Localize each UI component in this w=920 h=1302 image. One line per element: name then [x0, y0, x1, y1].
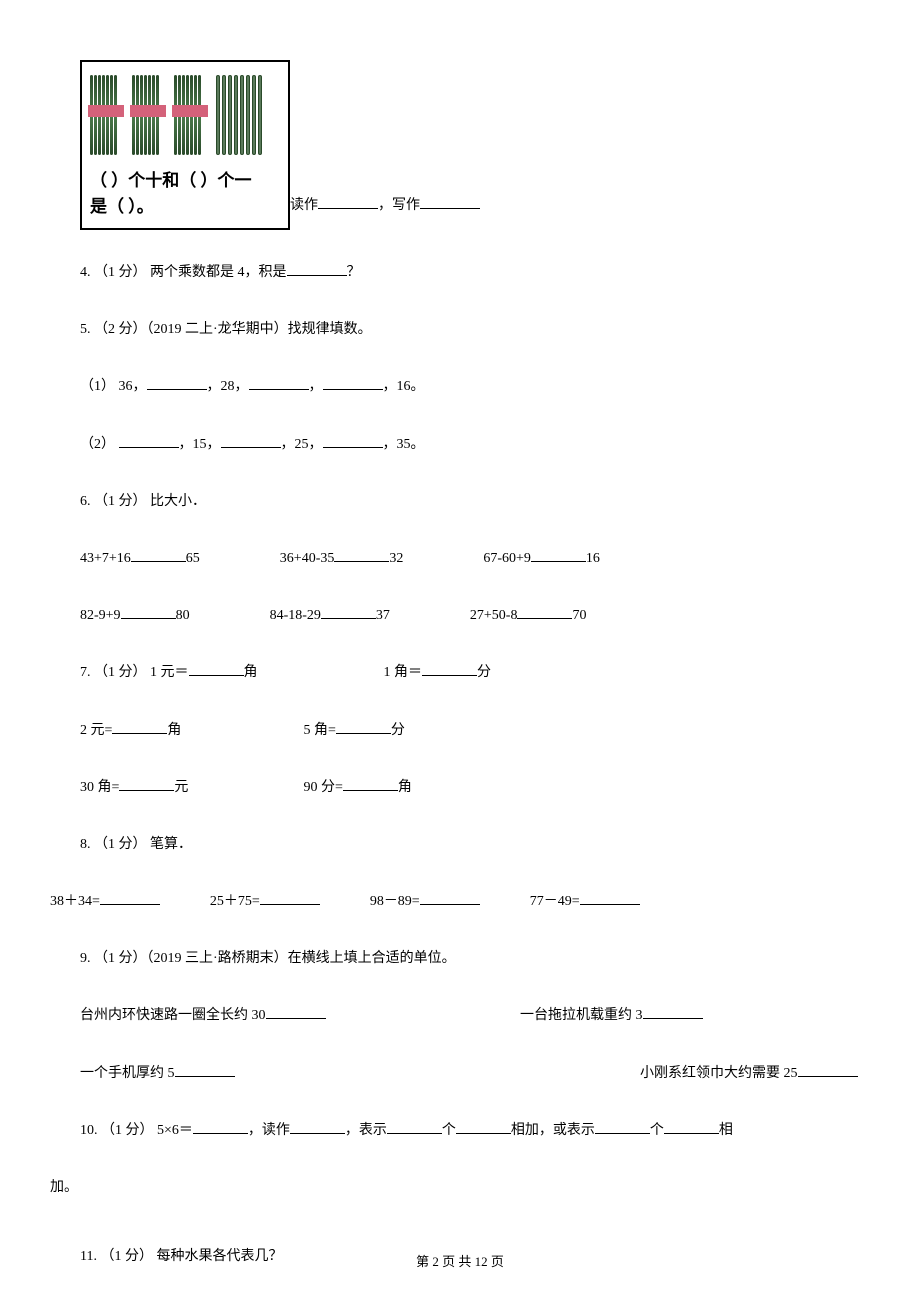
write-label: ，写作 — [378, 198, 420, 213]
blank[interactable] — [643, 1003, 703, 1019]
blank[interactable] — [664, 1118, 719, 1134]
page-number: 第 2 页 共 12 页 — [416, 1254, 504, 1269]
q7-row2: 2 元=角 5 角=分 — [80, 711, 870, 750]
blank[interactable] — [334, 546, 389, 562]
q8-text: 8. （1 分） 笔算． — [80, 837, 192, 852]
blank[interactable] — [287, 260, 347, 276]
blank[interactable] — [323, 432, 383, 448]
blank[interactable] — [290, 1118, 345, 1134]
blank[interactable] — [189, 660, 244, 676]
question-10-cont: 加。 — [50, 1168, 870, 1207]
blank[interactable] — [321, 603, 376, 619]
question-9: 9. （1 分）（2019 三上·路桥期末）在横线上填上合适的单位。 — [80, 939, 870, 978]
blank[interactable] — [420, 193, 480, 209]
q5-sub1: （1） 36，，28，，，16。 — [80, 367, 870, 406]
blank[interactable] — [595, 1118, 650, 1134]
blank[interactable] — [112, 718, 167, 734]
q5-sub2: （2） ，15，，25，，35。 — [80, 425, 870, 464]
blank[interactable] — [343, 775, 398, 791]
read-label: 读作 — [290, 198, 318, 213]
question-4: 4. （1 分） 两个乘数都是 4，积是 ？ — [80, 253, 870, 292]
stick-bundle — [90, 75, 122, 155]
blank[interactable] — [318, 193, 378, 209]
single-sticks — [216, 75, 262, 155]
blank[interactable] — [323, 374, 383, 390]
blank[interactable] — [531, 546, 586, 562]
blank[interactable] — [100, 889, 160, 905]
box-line1: （ ）个十和（ ）个一 — [90, 168, 280, 194]
question-8: 8. （1 分） 笔算． — [80, 825, 870, 864]
blank[interactable] — [147, 374, 207, 390]
blank[interactable] — [131, 546, 186, 562]
blank[interactable] — [798, 1061, 858, 1077]
q7-row3: 30 角=元 90 分=角 — [80, 768, 870, 807]
blank[interactable] — [119, 775, 174, 791]
blank[interactable] — [221, 432, 281, 448]
blank[interactable] — [266, 1003, 326, 1019]
q9-row2: 一个手机厚约 5 小刚系红领巾大约需要 25 — [80, 1054, 870, 1093]
blank[interactable] — [249, 374, 309, 390]
image-row: （ ）个十和（ ）个一 是（ ）。 读作 ，写作 — [50, 60, 870, 235]
q6-row2: 82-9+980 84-18-2937 27+50-870 — [80, 596, 870, 635]
blank[interactable] — [456, 1118, 511, 1134]
blank[interactable] — [336, 718, 391, 734]
question-5: 5. （2 分）（2019 二上·龙华期中）找规律填数。 — [80, 310, 870, 349]
box-line2: 是（ ）。 — [90, 194, 280, 220]
blank[interactable] — [193, 1118, 248, 1134]
document-content: （ ）个十和（ ）个一 是（ ）。 读作 ，写作 4. （1 分） 两个乘数都是 … — [50, 60, 870, 1276]
blank[interactable] — [260, 889, 320, 905]
q4-suffix: ？ — [347, 265, 361, 280]
blank[interactable] — [175, 1061, 235, 1077]
q6-row1: 43+7+1665 36+40-3532 67-60+916 — [80, 539, 870, 578]
blank[interactable] — [119, 432, 179, 448]
page-footer: 第 2 页 共 12 页 — [0, 1251, 920, 1270]
blank[interactable] — [420, 889, 480, 905]
blank[interactable] — [517, 603, 572, 619]
question-6: 6. （1 分） 比大小． — [80, 482, 870, 521]
q4-prefix: 4. （1 分） 两个乘数都是 4，积是 — [80, 265, 287, 280]
q8-calcs: 38＋34= 25＋75= 98－89= 77－49= — [50, 882, 870, 921]
stick-bundle — [132, 75, 164, 155]
q5-text: 5. （2 分）（2019 二上·龙华期中）找规律填数。 — [80, 322, 372, 337]
q9-text: 9. （1 分）（2019 三上·路桥期末）在横线上填上合适的单位。 — [80, 951, 456, 966]
blank[interactable] — [387, 1118, 442, 1134]
q9-row1: 台州内环快速路一圈全长约 30 一台拖拉机载重约 3 — [80, 996, 870, 1035]
question-7: 7. （1 分） 1 元＝角 1 角＝分 — [80, 653, 870, 692]
sticks-row — [90, 70, 280, 160]
box-caption: （ ）个十和（ ）个一 是（ ）。 — [90, 168, 280, 219]
stick-bundle — [174, 75, 206, 155]
blank[interactable] — [121, 603, 176, 619]
q6-text: 6. （1 分） 比大小． — [80, 494, 206, 509]
after-image-text: 读作 ，写作 — [290, 186, 480, 225]
question-10: 10. （1 分） 5×6＝，读作，表示个相加，或表示个相 — [80, 1111, 890, 1150]
blank[interactable] — [580, 889, 640, 905]
blank[interactable] — [422, 660, 477, 676]
counting-sticks-box: （ ）个十和（ ）个一 是（ ）。 — [80, 60, 290, 230]
